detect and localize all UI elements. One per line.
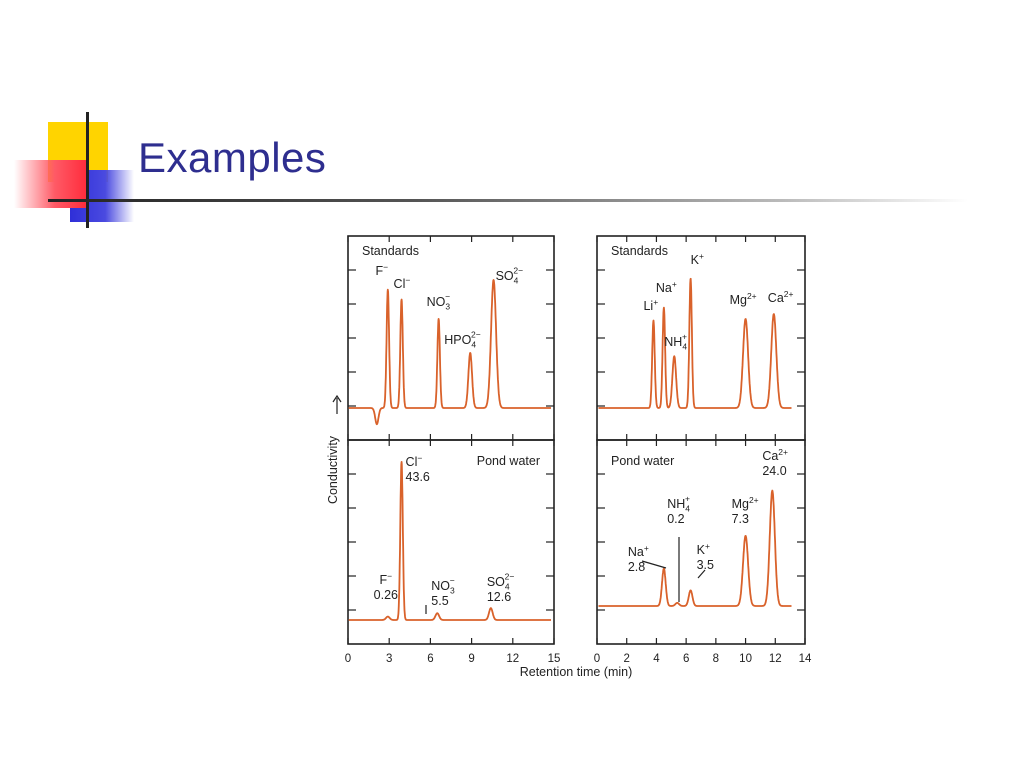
chromatogram-trace bbox=[348, 279, 552, 426]
peak-value-na: 2.8 bbox=[628, 560, 645, 574]
chromatogram-trace bbox=[348, 461, 552, 621]
peak-label-mg: Mg2+ bbox=[732, 495, 759, 511]
x-tick-label: 10 bbox=[739, 653, 752, 665]
title-decoration-line bbox=[86, 112, 89, 228]
panel-label: Pond water bbox=[611, 454, 674, 468]
x-tick-label: 15 bbox=[548, 653, 561, 665]
chromatogram-svg: Standards Standards Pond water Pond water F−… bbox=[326, 235, 812, 679]
x-tick-label: 12 bbox=[769, 653, 782, 665]
slide-title: Examples bbox=[138, 134, 327, 181]
peak-label-ca: Ca2+ bbox=[762, 447, 788, 463]
x-tick-label: 0 bbox=[594, 653, 600, 665]
peak-value-mg: 7.3 bbox=[732, 512, 749, 526]
panels: Standards Standards Pond water Pond water bbox=[347, 235, 806, 645]
chromatogram-trace bbox=[597, 277, 793, 409]
peak-label-so: SO42− bbox=[487, 572, 515, 592]
panel-label: Standards bbox=[611, 244, 668, 258]
peak-label-k: K+ bbox=[697, 541, 710, 557]
panel-label: Standards bbox=[362, 244, 419, 258]
peak-label-hpo: HPO42− bbox=[444, 330, 481, 350]
peak-label-li: Li+ bbox=[643, 297, 658, 313]
y-axis-arrow bbox=[332, 394, 342, 414]
peak-label-k: K+ bbox=[691, 251, 704, 267]
peak-label-no: NO3− bbox=[431, 576, 455, 596]
peak-value-cl: 43.6 bbox=[406, 470, 430, 484]
x-tick-label: 4 bbox=[653, 653, 660, 665]
peak-value-nh: 0.2 bbox=[667, 512, 684, 526]
x-tick-label: 6 bbox=[427, 653, 433, 665]
y-axis-label: Conductivity bbox=[326, 435, 340, 504]
peak-value-k: 3.5 bbox=[697, 558, 714, 572]
peak-label-na: Na+ bbox=[628, 543, 649, 559]
panel-frame bbox=[596, 235, 806, 441]
x-axis-label: Retention time (min) bbox=[520, 665, 633, 679]
peak-label-cl: Cl− bbox=[406, 453, 423, 469]
peak-value-ca: 24.0 bbox=[762, 464, 786, 478]
panel-3: Pond water bbox=[347, 439, 555, 645]
peak-value-f: 0.26 bbox=[374, 588, 398, 602]
x-tick-label: 2 bbox=[624, 653, 630, 665]
x-tick-label: 6 bbox=[683, 653, 689, 665]
peak-label-cl: Cl− bbox=[394, 275, 411, 291]
x-tick-label: 8 bbox=[713, 653, 719, 665]
peak-label-f: F− bbox=[376, 262, 389, 278]
peak-label-ca: Ca2+ bbox=[768, 289, 794, 305]
x-tick-label: 14 bbox=[799, 653, 812, 665]
panel-2: Standards bbox=[596, 235, 806, 441]
panel-label: Pond water bbox=[477, 454, 540, 468]
peak-label-nh: NH4+ bbox=[667, 494, 690, 514]
peak-label-nh: NH4+ bbox=[664, 332, 687, 352]
peak-label-f: F− bbox=[380, 571, 393, 587]
peak-label-no: NO3− bbox=[427, 292, 451, 312]
x-tick-label: 0 bbox=[345, 653, 351, 665]
chromatogram-figure: Standards Standards Pond water Pond water F−… bbox=[320, 228, 820, 693]
chromatogram-trace bbox=[597, 489, 793, 607]
leader-line bbox=[697, 569, 706, 579]
peak-label-mg: Mg2+ bbox=[730, 291, 757, 307]
x-tick-label: 3 bbox=[386, 653, 392, 665]
x-tick-label: 12 bbox=[506, 653, 519, 665]
x-tick-label: 9 bbox=[468, 653, 474, 665]
peak-label-na: Na+ bbox=[656, 279, 677, 295]
peak-label-so: SO42− bbox=[496, 266, 524, 286]
peak-value-so: 12.6 bbox=[487, 590, 511, 604]
peak-value-no: 5.5 bbox=[431, 594, 448, 608]
panel-frame bbox=[347, 439, 555, 645]
panel-4: Pond water bbox=[596, 439, 806, 645]
title-rule bbox=[48, 199, 968, 202]
leader-line bbox=[641, 560, 667, 569]
